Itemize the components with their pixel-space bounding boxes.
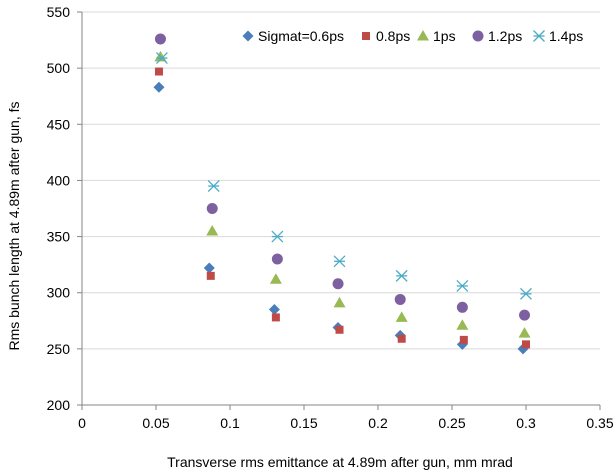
y-tick-label: 350 [47,229,71,245]
x-tick-labels: 0 0.05 0.1 0.15 0.2 0.25 0.3 0.35 [78,415,614,431]
y-tick-labels: 200 250 300 350 400 450 500 550 [47,4,71,413]
legend: Sigmat=0.6ps 0.8ps 1ps 1.2ps 1.4ps [242,28,583,44]
data-point [394,293,406,305]
data-point [271,253,283,265]
x-tick-label: 0.1 [220,415,240,431]
data-point [518,327,531,338]
y-axis-title: Rms bunch length at 4.89m after gun, fs [6,101,22,350]
x-tick-label: 0.3 [516,415,536,431]
legend-marker [242,30,254,42]
legend-label: 1.2ps [488,28,522,44]
data-point [206,203,218,214]
data-point [333,296,346,308]
axes [77,11,601,410]
data-point [206,224,219,236]
x-tick-label: 0.35 [586,415,613,431]
legend-marker [533,30,545,42]
y-tick-label: 500 [47,60,71,76]
legend-label: Sigmat=0.6ps [258,28,344,44]
data-point [153,81,165,93]
y-tick-label: 200 [47,397,71,413]
gridlines [82,11,600,350]
legend-label: 1.4ps [549,28,583,44]
data-point [207,180,220,193]
y-tick-label: 400 [47,172,71,188]
data-point [520,287,532,300]
x-tick-label: 0.2 [368,415,388,431]
data-point [154,33,166,45]
data-point [333,255,346,268]
data-point [206,271,215,280]
data-point [519,309,531,321]
legend-marker [472,30,484,42]
x-tick-label: 0.15 [290,415,317,431]
data-point [271,230,284,243]
x-tick-label: 0 [78,415,86,431]
data-points [153,33,532,355]
x-tick-label: 0.25 [438,415,465,431]
y-tick-label: 450 [47,116,71,132]
x-tick-label: 0.05 [142,415,169,431]
data-point [203,262,215,274]
data-point [335,325,344,334]
data-point [456,280,469,292]
data-point [395,311,408,322]
data-point [459,335,468,344]
legend-label: 0.8ps [376,28,410,44]
data-point [155,52,168,64]
x-axis-title: Transverse rms emittance at 4.89m after … [167,454,513,470]
y-tick-label: 250 [47,341,71,357]
data-point [456,301,468,313]
data-point [268,304,280,316]
data-point [332,278,344,290]
data-point [456,319,469,330]
y-tick-label: 300 [47,285,71,301]
data-point [271,313,280,322]
data-point [269,273,282,284]
data-point [522,340,530,349]
data-point [154,67,163,76]
legend-label: 1ps [433,28,456,44]
data-point [395,269,408,282]
legend-marker [417,30,429,41]
y-tick-label: 550 [47,4,71,20]
data-point [397,334,406,343]
legend-marker [362,32,370,40]
